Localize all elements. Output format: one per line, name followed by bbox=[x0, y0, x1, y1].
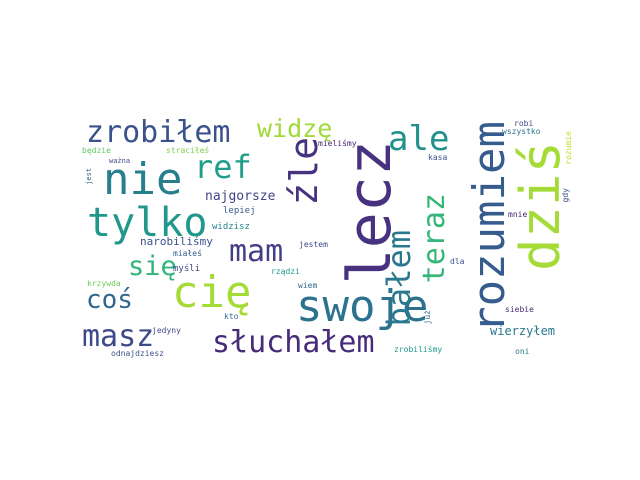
word-mnie: mnie bbox=[508, 210, 528, 219]
word-wszystko: wszystko bbox=[502, 127, 541, 136]
word-swoje: swoje bbox=[296, 281, 429, 332]
word-cos: coś bbox=[86, 285, 133, 315]
word-dla: dla bbox=[450, 257, 465, 266]
word-jest: jest bbox=[85, 168, 93, 185]
word-narobilismy: narobiliśmy bbox=[140, 235, 213, 248]
word-bedzie: będzie bbox=[82, 146, 111, 155]
word-oni: oni bbox=[515, 347, 530, 356]
word-gdy: gdy bbox=[561, 188, 570, 203]
word-odnajdziesz: odnajdziesz bbox=[111, 349, 164, 358]
word-widze: widzę bbox=[257, 114, 333, 143]
word-rzadzi: rządzi bbox=[271, 267, 300, 276]
word-widzisz: widzisz bbox=[212, 222, 250, 232]
word-zrobilismy: zrobiliśmy bbox=[394, 345, 443, 354]
word-zrobilem: zrobiłem bbox=[86, 115, 231, 150]
word-cie: cię bbox=[172, 267, 252, 318]
word-dzis: dziś bbox=[509, 141, 572, 272]
word-najgorsze: najgorsze bbox=[205, 189, 276, 204]
word-straciles: straciłeś bbox=[166, 146, 210, 155]
word-rozumie: rozumie bbox=[564, 131, 573, 165]
word-sluchalem: słuchałem bbox=[212, 325, 375, 360]
word-mielismy: mieliśmy bbox=[318, 139, 357, 148]
word-ref: ref bbox=[194, 148, 252, 186]
word-mriales: miałeś bbox=[173, 249, 202, 258]
word-krzywda: krzywda bbox=[87, 279, 121, 288]
word-juz: już bbox=[423, 310, 432, 325]
word-jedyny: jedyny bbox=[152, 326, 181, 335]
word-siebie: siebie bbox=[505, 305, 534, 314]
word-sie: się bbox=[128, 251, 177, 282]
word-wiem: wiem bbox=[298, 281, 318, 290]
word-masz: masz bbox=[82, 319, 155, 354]
word-nie: nie bbox=[103, 154, 183, 205]
word-balem: bałem bbox=[380, 230, 418, 327]
word-kasa: kasa bbox=[428, 153, 448, 162]
word-ale: ale bbox=[388, 119, 450, 159]
word-wierzylem: wierzyłem bbox=[490, 324, 556, 338]
word-robi: robi bbox=[514, 119, 534, 128]
word-wazna: ważna bbox=[109, 157, 131, 165]
word-lepiej: lepiej bbox=[223, 206, 256, 216]
word-rozumiem: rozumiem bbox=[464, 121, 515, 333]
word-mam: mam bbox=[229, 234, 284, 269]
word-mysli: myśli bbox=[173, 264, 201, 274]
word-jestem: jestem bbox=[299, 240, 328, 249]
word-tylko: tylko bbox=[87, 200, 208, 246]
word-teraz: teraz bbox=[417, 193, 452, 284]
word-kto: kto bbox=[224, 312, 239, 321]
